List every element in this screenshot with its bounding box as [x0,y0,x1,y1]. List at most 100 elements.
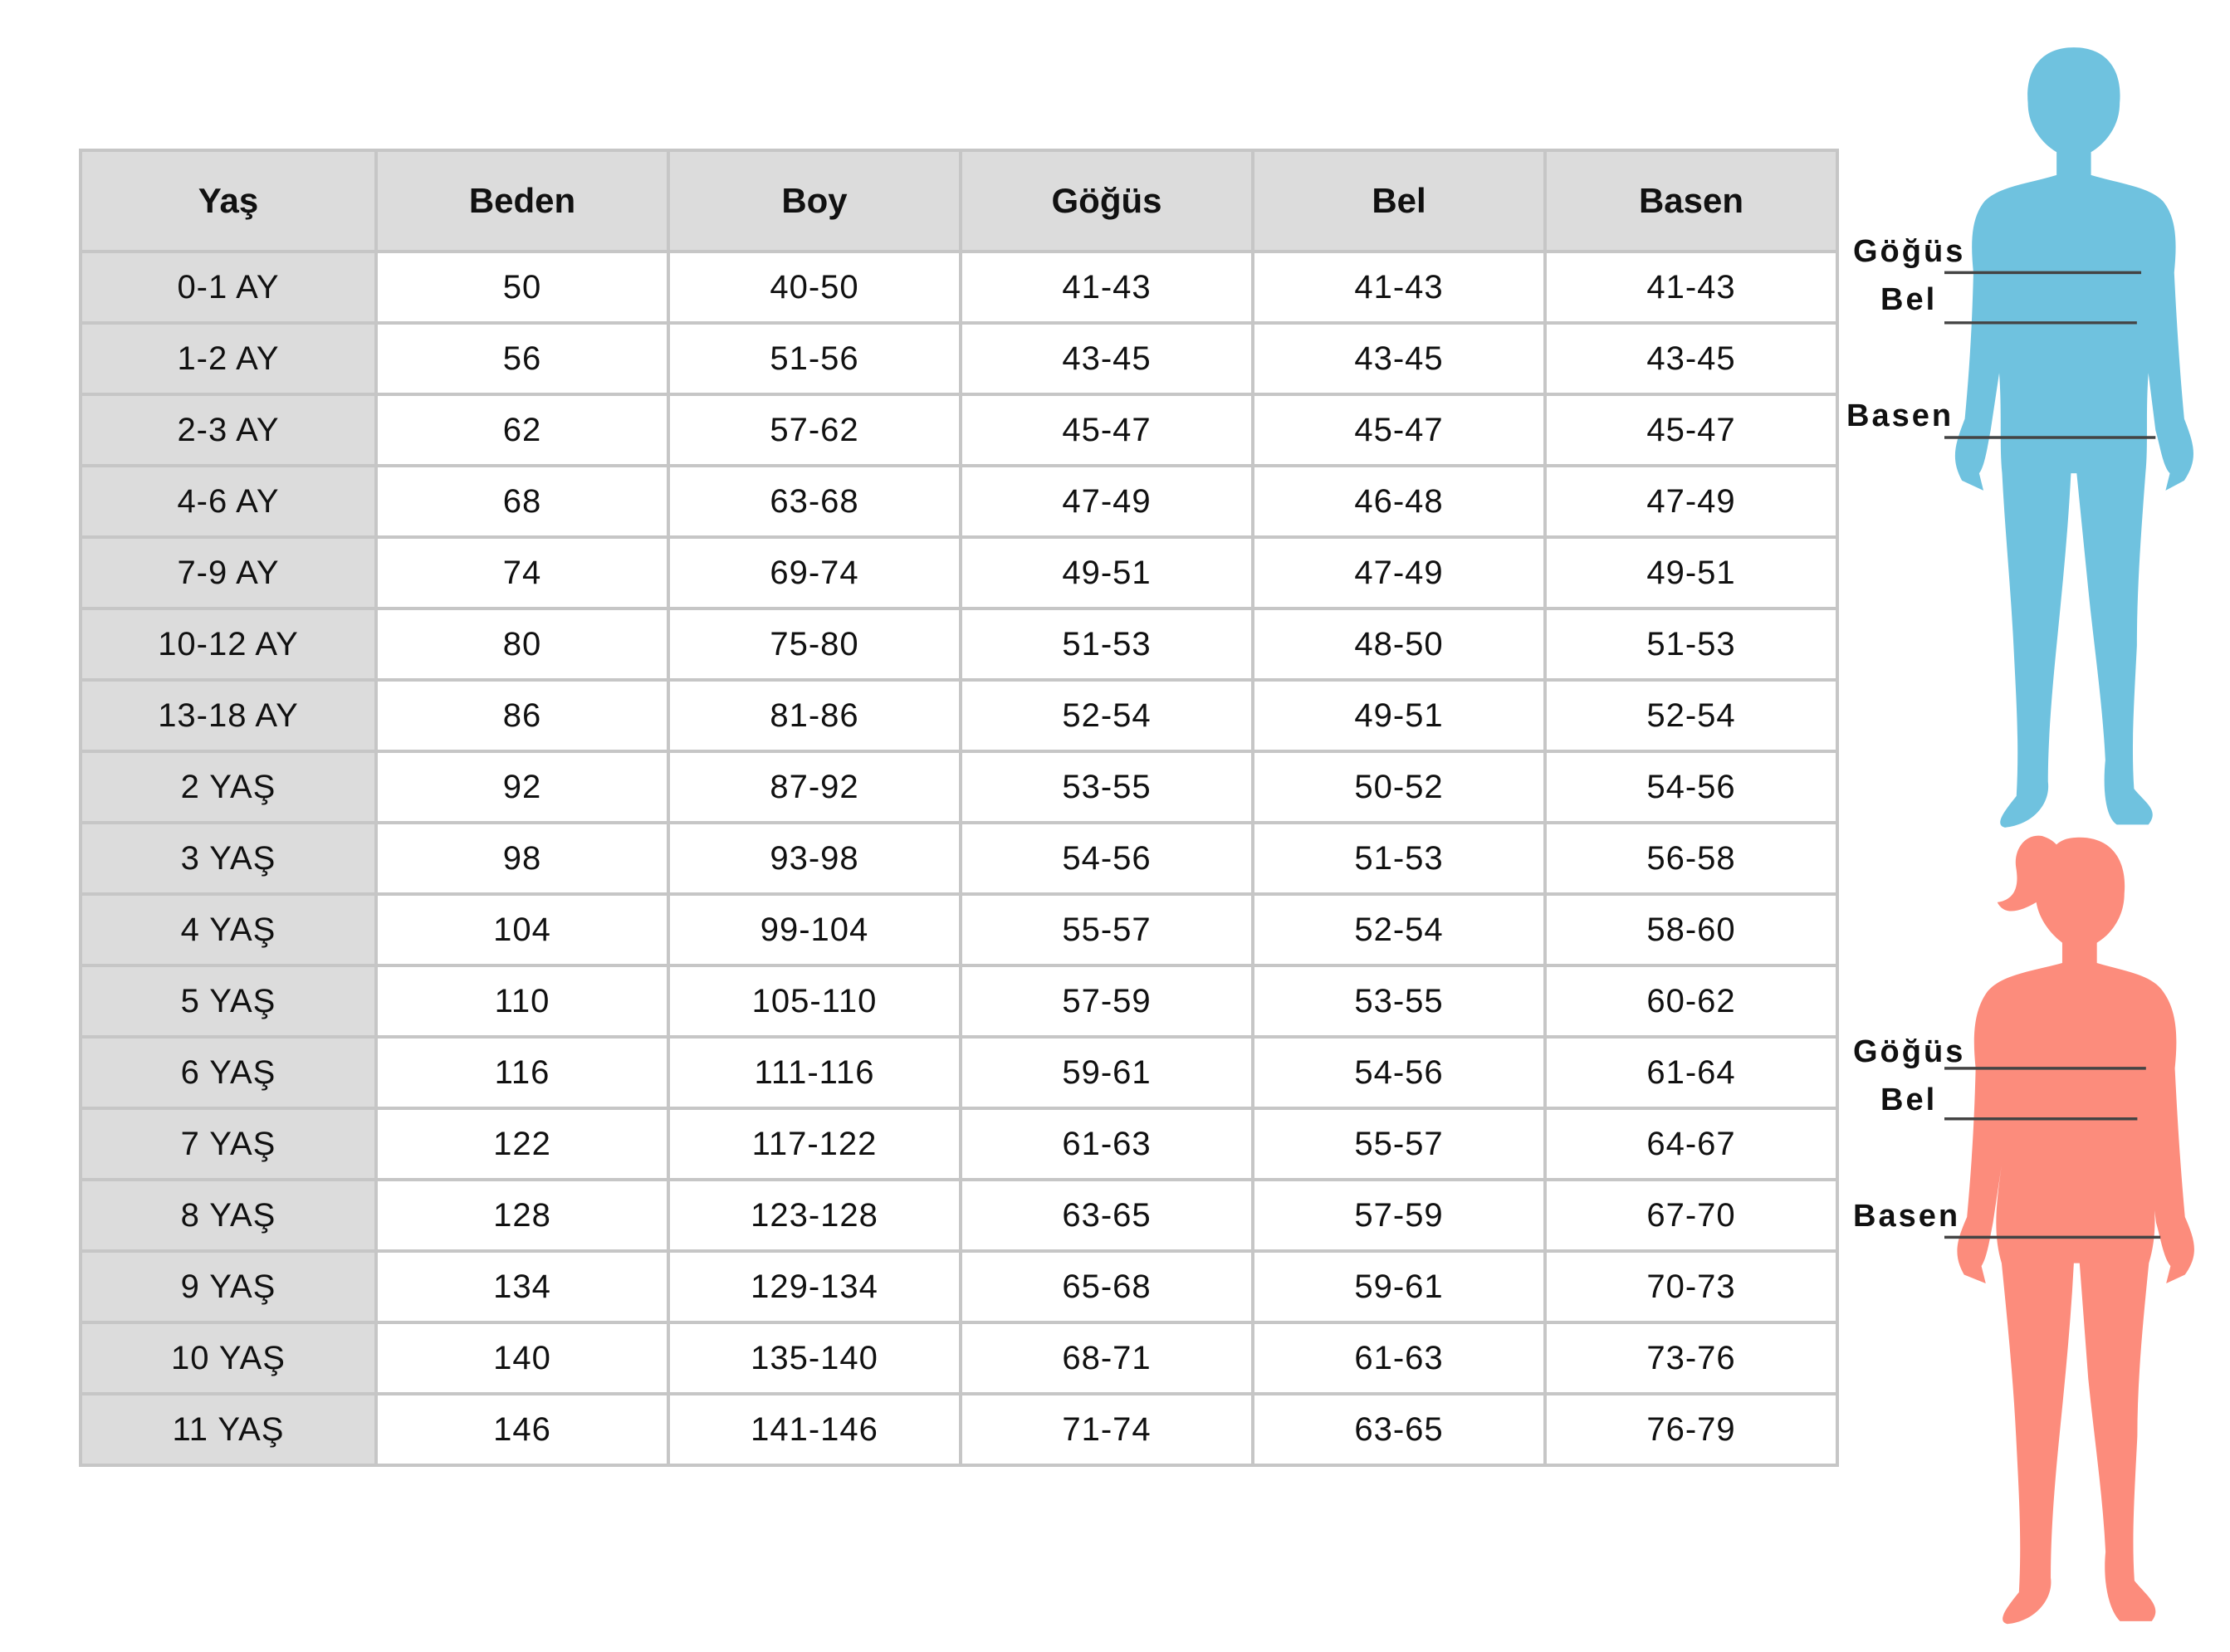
table-cell: 73-76 [1543,1321,1839,1395]
boy-hip-label: Basen [1846,398,1954,433]
table-cell: 56-58 [1543,821,1839,896]
table-row: 6 YAŞ 116 111-116 59-61 54-56 61-64 [79,1035,1839,1110]
table-cell: 54-56 [959,821,1254,896]
table-cell: 51-53 [1251,821,1547,896]
table-row: 10-12 AY 80 75-80 51-53 48-50 51-53 [79,607,1839,682]
table-cell: 61-63 [959,1107,1254,1181]
table-cell: 54-56 [1251,1035,1547,1110]
table-cell: 134 [374,1249,670,1324]
table-cell: 47-49 [959,464,1254,539]
column-header: Göğüs [959,149,1254,253]
table-cell: 43-45 [959,321,1254,396]
table-cell: 45-47 [1251,393,1547,467]
column-header: Yaş [79,149,378,253]
table-cell: 53-55 [1251,964,1547,1039]
table-row: 10 YAŞ 140 135-140 68-71 61-63 73-76 [79,1321,1839,1395]
table-cell: 59-61 [959,1035,1254,1110]
table-cell: 71-74 [959,1392,1254,1467]
table-row: 8 YAŞ 128 123-128 63-65 57-59 67-70 [79,1178,1839,1253]
table-cell: 64-67 [1543,1107,1839,1181]
age-cell: 10 YAŞ [79,1321,378,1395]
age-cell: 9 YAŞ [79,1249,378,1324]
table-cell: 56 [374,321,670,396]
table-row: 5 YAŞ 110 105-110 57-59 53-55 60-62 [79,964,1839,1039]
table-cell: 60-62 [1543,964,1839,1039]
table-cell: 110 [374,964,670,1039]
table-cell: 69-74 [667,535,962,610]
table-cell: 61-63 [1251,1321,1547,1395]
table-cell: 140 [374,1321,670,1395]
table-cell: 50 [374,250,670,325]
table-cell: 116 [374,1035,670,1110]
boy-figure [1944,47,2193,828]
table-cell: 98 [374,821,670,896]
table-cell: 43-45 [1251,321,1547,396]
table-row: 11 YAŞ 146 141-146 71-74 63-65 76-79 [79,1392,1839,1467]
table-cell: 57-59 [959,964,1254,1039]
column-header: Boy [667,149,962,253]
table-cell: 93-98 [667,821,962,896]
table-cell: 117-122 [667,1107,962,1181]
girl-figure [1944,835,2194,1625]
table-cell: 128 [374,1178,670,1253]
size-chart-table: Yaş Beden Boy Göğüs Bel Basen 0-1 AY 50 40-50 41… [79,149,1839,1467]
table-row: 13-18 AY 86 81-86 52-54 49-51 52-54 [79,678,1839,753]
table-cell: 75-80 [667,607,962,682]
table-cell: 104 [374,892,670,967]
table-cell: 87-92 [667,750,962,824]
table-row: 7-9 AY 74 69-74 49-51 47-49 49-51 [79,535,1839,610]
table-cell: 51-53 [959,607,1254,682]
table-cell: 46-48 [1251,464,1547,539]
girl-chest-label: Göğüs [1853,1034,1966,1069]
table-header-row: Yaş Beden Boy Göğüs Bel Basen [79,149,1839,253]
table-cell: 63-65 [1251,1392,1547,1467]
table-cell: 43-45 [1543,321,1839,396]
table-cell: 123-128 [667,1178,962,1253]
table-cell: 55-57 [1251,1107,1547,1181]
table-cell: 68-71 [959,1321,1254,1395]
table-cell: 40-50 [667,250,962,325]
table-cell: 59-61 [1251,1249,1547,1324]
table-row: 9 YAŞ 134 129-134 65-68 59-61 70-73 [79,1249,1839,1324]
table-cell: 111-116 [667,1035,962,1110]
age-cell: 7 YAŞ [79,1107,378,1181]
age-cell: 8 YAŞ [79,1178,378,1253]
girl-hip-label: Basen [1853,1199,1961,1234]
table-cell: 92 [374,750,670,824]
table-cell: 45-47 [959,393,1254,467]
table-cell: 57-62 [667,393,962,467]
table-cell: 65-68 [959,1249,1254,1324]
table-row: 1-2 AY 56 51-56 43-45 43-45 43-45 [79,321,1839,396]
table-cell: 129-134 [667,1249,962,1324]
girl-silhouette [1957,835,2194,1625]
table-row: 4-6 AY 68 63-68 47-49 46-48 47-49 [79,464,1839,539]
table-cell: 47-49 [1543,464,1839,539]
column-header: Basen [1543,149,1839,253]
table-cell: 48-50 [1251,607,1547,682]
table-cell: 41-43 [1543,250,1839,325]
age-cell: 3 YAŞ [79,821,378,896]
table-cell: 63-65 [959,1178,1254,1253]
table-cell: 52-54 [1543,678,1839,753]
age-cell: 13-18 AY [79,678,378,753]
table-cell: 99-104 [667,892,962,967]
age-cell: 6 YAŞ [79,1035,378,1110]
table-cell: 49-51 [1543,535,1839,610]
table-cell: 135-140 [667,1321,962,1395]
table-cell: 52-54 [959,678,1254,753]
table-cell: 53-55 [959,750,1254,824]
table-cell: 70-73 [1543,1249,1839,1324]
boy-chest-label: Göğüs [1853,234,1966,269]
table-cell: 49-51 [959,535,1254,610]
table-cell: 41-43 [959,250,1254,325]
table-cell: 67-70 [1543,1178,1839,1253]
table-cell: 146 [374,1392,670,1467]
age-cell: 7-9 AY [79,535,378,610]
table-row: 0-1 AY 50 40-50 41-43 41-43 41-43 [79,250,1839,325]
table-cell: 49-51 [1251,678,1547,753]
table-cell: 45-47 [1543,393,1839,467]
age-cell: 1-2 AY [79,321,378,396]
table-cell: 80 [374,607,670,682]
table-cell: 122 [374,1107,670,1181]
table-cell: 51-56 [667,321,962,396]
